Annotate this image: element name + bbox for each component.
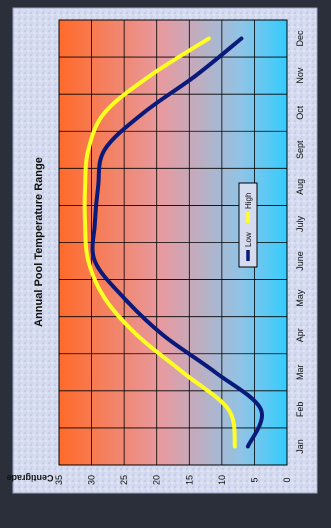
series-lines — [82, 36, 265, 449]
plot-area-border — [58, 19, 288, 466]
x-tick-label: May — [295, 289, 305, 307]
x-tick-label: Nov — [295, 67, 305, 84]
x-tick-label: Jan — [295, 439, 305, 454]
y-tick-label: 5 — [249, 477, 259, 482]
y-tick-label: 0 — [282, 477, 292, 482]
y-tick-label: 25 — [119, 475, 129, 485]
legend: Low High — [238, 182, 258, 268]
legend-label-high: High — [244, 193, 253, 209]
y-tick-label: 20 — [152, 475, 162, 485]
x-tick-label: Apr — [295, 328, 305, 342]
x-tick-label: Sept — [295, 140, 305, 159]
x-tick-label: June — [295, 251, 305, 271]
y-tick-label: 35 — [54, 475, 64, 485]
y-axis-label: Centigrade — [6, 473, 53, 483]
x-tick-label: July — [295, 215, 305, 232]
x-tick-label: Mar — [295, 365, 305, 381]
chart-title: Annual Pool Temperature Range — [33, 157, 45, 327]
x-tick-label: Oct — [295, 105, 305, 120]
legend-label-low: Low — [244, 232, 253, 247]
y-tick-label: 15 — [184, 475, 194, 485]
legend-box — [238, 182, 258, 268]
y-tick-label: 30 — [87, 475, 97, 485]
y-tick-label: 10 — [217, 475, 227, 485]
x-axis-ticks: Jan Feb Mar Apr May June July Aug Sept Oct Nov Dec — [295, 30, 305, 454]
series-line-low — [90, 36, 265, 449]
x-tick-label: Feb — [295, 402, 305, 418]
series-line-high — [82, 36, 237, 449]
x-tick-label: Dec — [295, 30, 305, 47]
x-tick-label: Aug — [295, 179, 305, 195]
y-axis-ticks: 0 5 10 15 20 25 30 35 — [54, 475, 292, 485]
